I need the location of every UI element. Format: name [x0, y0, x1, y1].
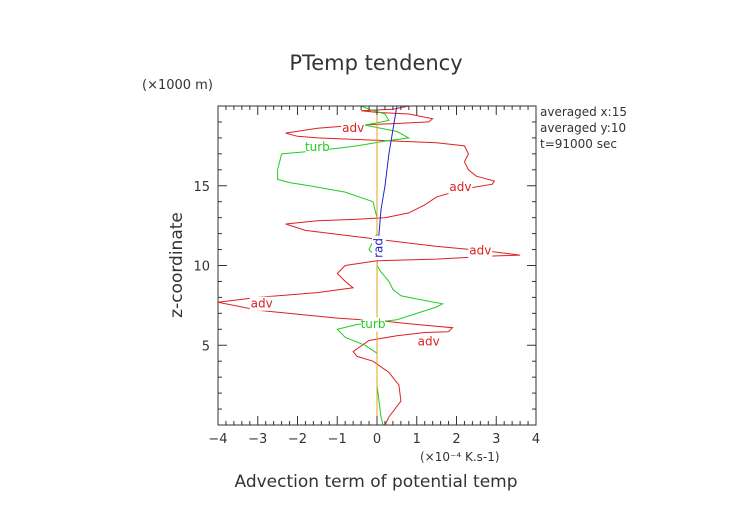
x-tick-label-1: −3: [248, 432, 267, 447]
curve-label-bg-3: [249, 296, 274, 311]
curve-label-bg-0: [341, 121, 366, 136]
x-unit-label: (×10⁻⁴ K.s-1): [420, 450, 500, 464]
info-line-time: t=91000 sec: [540, 137, 617, 151]
curve-label-adv-1: adv: [449, 180, 471, 194]
info-line-averaged-y: averaged y:10: [540, 121, 626, 135]
x-tick-label-0: −4: [208, 432, 227, 447]
curve-label-adv-4: adv: [418, 335, 440, 349]
y-tick-label-1: 10: [193, 260, 210, 275]
curve-label-adv-0: adv: [342, 121, 364, 135]
x-tick-label-7: 3: [492, 432, 500, 447]
x-tick-label-8: 4: [532, 432, 540, 447]
curve-label-turb-5: turb: [305, 140, 330, 154]
x-tick-label-6: 2: [452, 432, 460, 447]
y-unit-label: (×1000 m): [142, 78, 213, 93]
curve-label-bg-6: [361, 317, 386, 332]
x-axis-label: Advection term of potential temp: [234, 472, 517, 492]
chart-title: PTemp tendency: [289, 51, 462, 75]
curve-label-bg-4: [416, 335, 441, 350]
x-tick-label-5: 1: [413, 432, 421, 447]
curve-label-adv-2: adv: [469, 244, 491, 258]
curve-label-bg-1: [448, 180, 473, 195]
curve-label-bg-7: [371, 235, 386, 260]
curve-label-rad-7: rad: [371, 238, 385, 258]
curve-label-turb-6: turb: [361, 317, 386, 331]
series-line-turb-1: [277, 106, 445, 425]
y-axis-label: z-coordinate: [167, 212, 187, 318]
x-tick-label-2: −2: [288, 432, 307, 447]
x-tick-label-4: 0: [373, 432, 381, 447]
info-line-averaged-x: averaged x:15: [540, 105, 627, 119]
y-tick-label-2: 15: [193, 180, 210, 195]
x-tick-label-3: −1: [328, 432, 347, 447]
curve-label-adv-3: adv: [251, 296, 273, 310]
curve-label-bg-2: [468, 244, 493, 259]
series-line-rad-2: [376, 106, 398, 425]
curve-label-bg-5: [305, 140, 330, 155]
axes: −4 −3 −2 −1 0 1 2 3 4 5 10 15: [193, 106, 540, 447]
y-tick-label-0: 5: [202, 339, 210, 354]
series-line-adv-0: [218, 106, 521, 425]
